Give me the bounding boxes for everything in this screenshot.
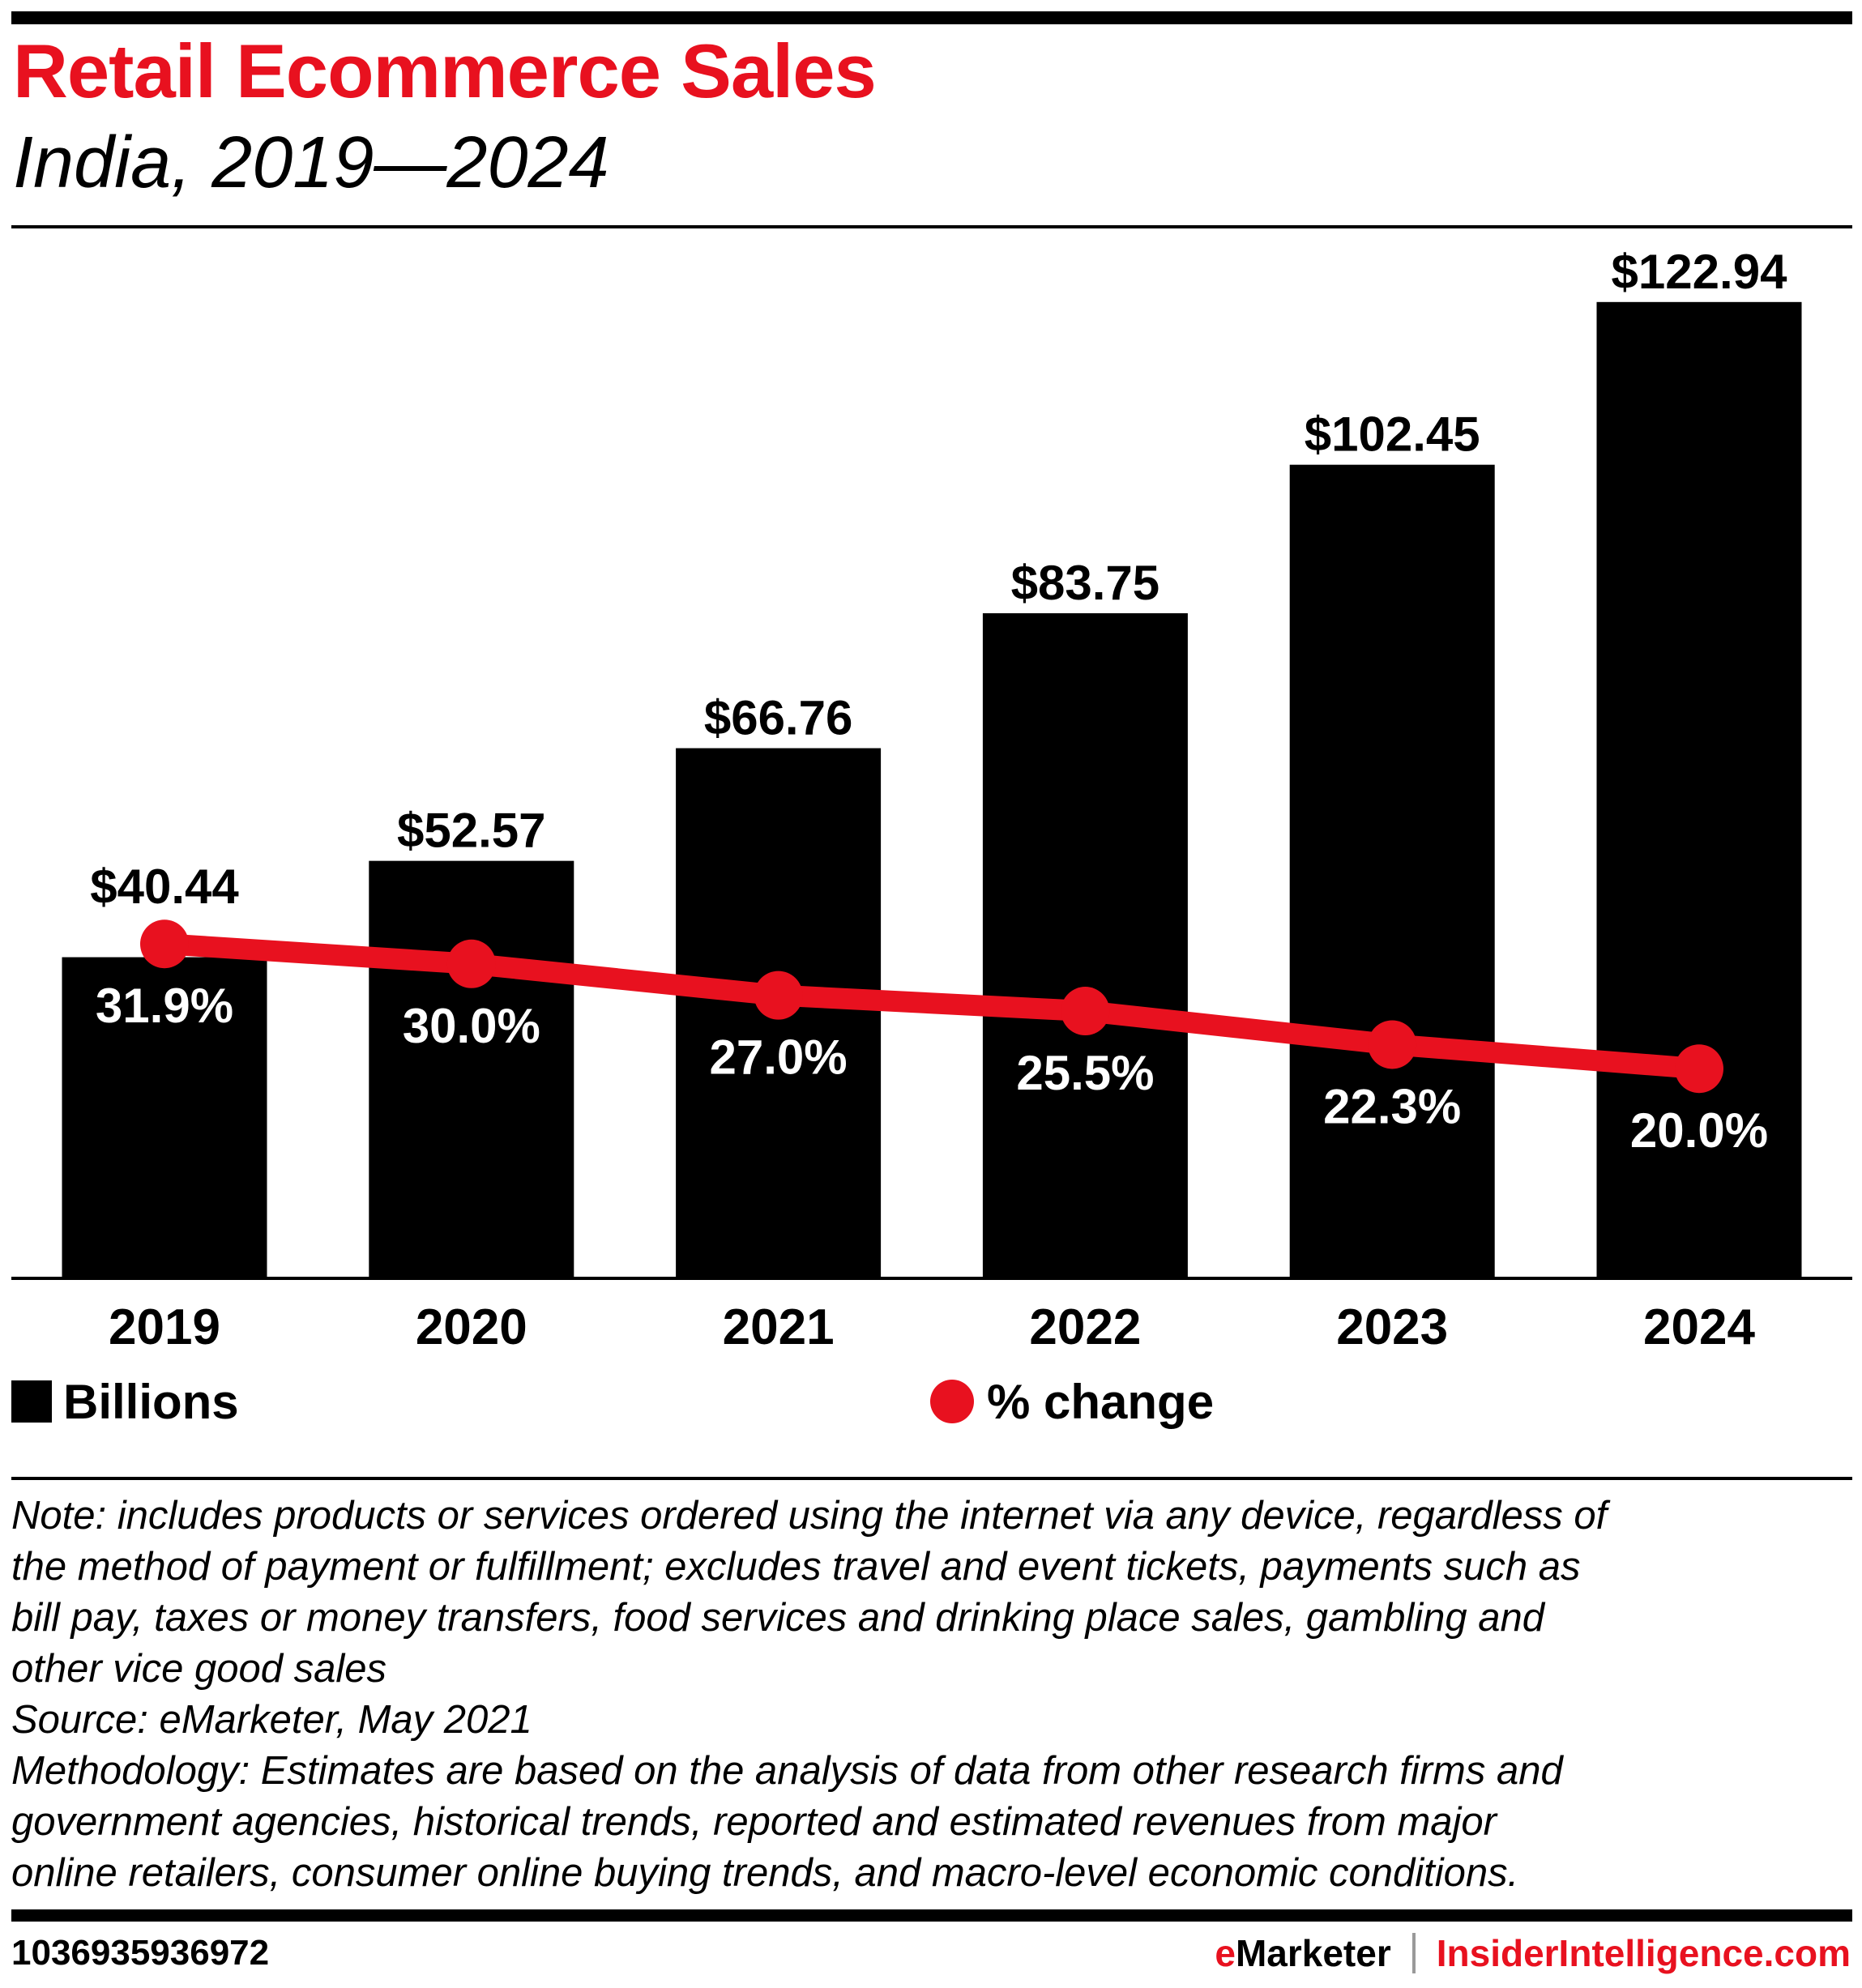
x-tick-label-2019: 2019	[109, 1299, 220, 1355]
bar-value-label-2019: $40.44	[90, 860, 239, 914]
bottom-rule	[11, 1909, 1852, 1922]
percent-change-label-2024: 20.0%	[1630, 1103, 1768, 1158]
percent-change-label-2023: 22.3%	[1323, 1079, 1461, 1133]
brand-divider	[1411, 1933, 1416, 1973]
bar-value-label-2022: $83.75	[1011, 556, 1160, 610]
methodology-line: Methodology: Estimates are based on the …	[11, 1749, 1563, 1793]
percent-change-label-2022: 25.5%	[1016, 1046, 1154, 1100]
chart-id: 1036935936972	[11, 1933, 270, 1973]
x-tick-label-2023: 2023	[1336, 1299, 1448, 1355]
x-tick-label-2024: 2024	[1643, 1299, 1755, 1355]
percent-change-line	[164, 933, 1701, 1080]
note-line: bill pay, taxes or money transfers, food…	[11, 1596, 1545, 1640]
chart-plot: 2019 2020 2021 2022 2023 2024 $40.44 31.9% $52.5…	[11, 245, 1852, 1355]
legend-item-percent-change: % change	[930, 1375, 1214, 1429]
top-rule	[11, 11, 1852, 24]
labels-layer: 2019 2020 2021 2022 2023 2024 $40.44 31.9% $52.5…	[90, 245, 1787, 1355]
note-line: other vice good sales	[11, 1647, 387, 1691]
legend-label-percent-change: % change	[987, 1374, 1215, 1429]
x-tick-label-2021: 2021	[723, 1299, 835, 1355]
percent-change-point-2019	[140, 919, 189, 969]
header-rule	[11, 225, 1852, 228]
methodology-line: online retailers, consumer online buying…	[11, 1851, 1519, 1895]
percent-change-label-2019: 31.9%	[96, 979, 233, 1033]
note-line: Note: includes products or services orde…	[11, 1494, 1608, 1538]
percent-change-point-2024	[1675, 1044, 1723, 1094]
legend-item-billions: Billions	[11, 1375, 239, 1429]
chart-title: Retail Ecommerce Sales	[13, 28, 877, 113]
bar-value-label-2021: $66.76	[704, 691, 853, 745]
bar-2023	[1289, 464, 1495, 1278]
legend-dot-icon	[930, 1380, 974, 1423]
brand-e: e	[1215, 1932, 1236, 1974]
note-line: the method of payment or fulfillment; ex…	[11, 1545, 1581, 1589]
bar-2024	[1596, 301, 1802, 1279]
footer-brand: e Marketer InsiderIntelligence.com	[1215, 1931, 1851, 1975]
chart-subtitle: India, 2019—2024	[13, 122, 609, 203]
bar-value-label-2023: $102.45	[1305, 407, 1480, 462]
percent-change-point-2022	[1061, 987, 1110, 1036]
bar-2022	[982, 612, 1188, 1278]
bar-value-label-2024: $122.94	[1612, 245, 1788, 299]
legend-square-icon	[11, 1380, 52, 1423]
percent-change-point-2021	[754, 971, 803, 1020]
methodology-line: government agencies, historical trends, …	[11, 1800, 1497, 1844]
percent-change-point-2023	[1368, 1020, 1417, 1069]
notes-block: Note: includes products or services orde…	[11, 1491, 1862, 1899]
source-line: Source: eMarketer, May 2021	[11, 1698, 532, 1742]
bar-2019	[62, 957, 267, 1278]
x-tick-label-2022: 2022	[1029, 1299, 1141, 1355]
bars-layer	[62, 301, 1802, 1279]
brand-marketer: Marketer	[1235, 1932, 1391, 1974]
percent-change-point-2020	[446, 939, 496, 988]
percent-change-label-2020: 30.0%	[403, 999, 540, 1053]
legend-label-billions: Billions	[63, 1374, 239, 1429]
notes-rule	[11, 1477, 1852, 1480]
percent-change-label-2021: 27.0%	[710, 1030, 848, 1085]
line-series-layer	[140, 919, 1723, 1094]
bar-2020	[369, 860, 574, 1278]
bar-value-label-2020: $52.57	[397, 804, 546, 858]
brand-site-link[interactable]: InsiderIntelligence.com	[1436, 1932, 1851, 1974]
x-tick-label-2020: 2020	[416, 1299, 527, 1355]
